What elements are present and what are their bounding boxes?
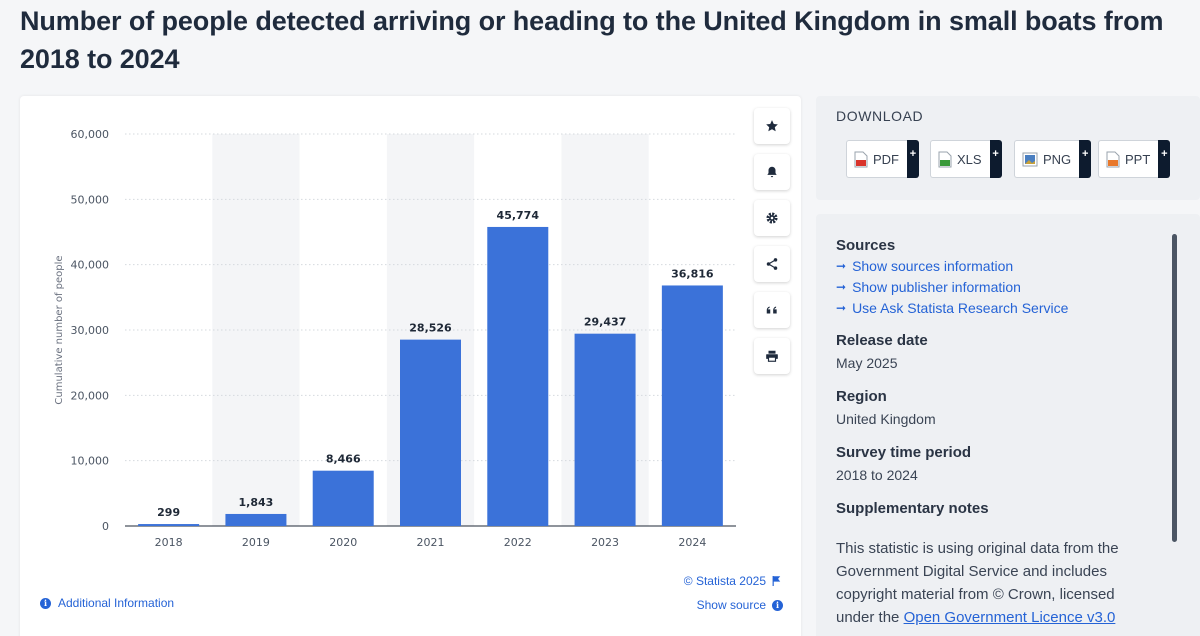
supplementary-notes-heading: Supplementary notes <box>836 500 989 517</box>
show-source-text: Show source <box>696 598 766 612</box>
data-label: 1,843 <box>239 496 274 509</box>
download-xls-label: XLS <box>957 151 982 167</box>
info-icon: i <box>40 597 51 609</box>
additional-information-text: Additional Information <box>58 596 175 610</box>
y-tick-label: 10,000 <box>71 455 110 468</box>
star-icon <box>766 120 778 132</box>
survey-period-heading: Survey time period <box>836 444 972 461</box>
data-label: 28,526 <box>409 322 452 335</box>
download-png-button[interactable]: PNG + <box>1014 140 1092 178</box>
download-ppt-label: PPT <box>1125 151 1151 167</box>
x-tick-label: 2020 <box>329 536 357 549</box>
y-axis-title: Cumulative number of people <box>54 255 65 404</box>
show-sources-text: Show sources information <box>852 258 1014 274</box>
y-tick-label: 0 <box>102 520 109 533</box>
bar-2018 <box>138 524 200 526</box>
data-label: 45,774 <box>497 209 540 222</box>
bar-2023 <box>574 333 636 526</box>
x-tick-label: 2021 <box>417 536 445 549</box>
settings-button[interactable] <box>754 200 790 236</box>
show-source-link[interactable]: Show source i <box>697 598 783 612</box>
download-pdf-button[interactable]: PDF + <box>846 140 919 178</box>
arrow-right-icon: ➞ <box>836 259 847 273</box>
data-label: 36,816 <box>671 267 714 280</box>
licence-link[interactable]: Open Government Licence v3.0 <box>903 609 1116 626</box>
share-icon <box>766 258 778 270</box>
x-tick-label: 2024 <box>678 536 706 549</box>
pdf-file-icon <box>854 151 868 167</box>
print-icon <box>766 350 778 362</box>
x-tick-label: 2018 <box>155 536 183 549</box>
bar-chart: 0 10,000 20,000 30,000 40,000 50,000 60,000 Cum… <box>54 128 736 549</box>
region-heading: Region <box>836 388 887 405</box>
survey-period-value: 2018 to 2024 <box>836 467 918 483</box>
download-pdf-label: PDF <box>873 151 899 167</box>
data-label: 8,466 <box>326 453 361 466</box>
download-xls-plus[interactable]: + <box>989 140 1002 178</box>
share-button[interactable] <box>754 246 790 282</box>
y-tick-label: 20,000 <box>71 389 110 402</box>
print-button[interactable] <box>754 338 790 374</box>
bar-2024 <box>661 285 723 526</box>
page-title: Number of people detected arriving or he… <box>20 6 1164 74</box>
x-tick-label: 2022 <box>504 536 532 549</box>
favorite-button[interactable] <box>754 108 790 144</box>
bar-2019 <box>225 513 287 526</box>
png-image-icon <box>1022 152 1038 166</box>
chart-card: 0 10,000 20,000 30,000 40,000 50,000 60,000 Cum… <box>20 96 801 636</box>
bell-icon <box>767 166 777 178</box>
statista-credit[interactable]: © Statista 2025 <box>684 574 781 588</box>
quote-icon <box>766 306 777 314</box>
data-label: 29,437 <box>584 316 626 329</box>
credit-text: © Statista 2025 <box>683 574 766 588</box>
info-scrollbar[interactable] <box>1172 234 1177 542</box>
notification-button[interactable] <box>754 154 790 190</box>
additional-information-link[interactable]: i Additional Information <box>40 596 174 610</box>
release-date-value: May 2025 <box>836 355 898 371</box>
download-xls-button[interactable]: XLS + <box>930 140 1002 178</box>
download-panel: DOWNLOAD PDF + XLS + PNG + PP <box>816 96 1200 200</box>
y-tick-label: 40,000 <box>71 259 110 272</box>
arrow-right-icon: ➞ <box>836 301 847 315</box>
download-title: DOWNLOAD <box>836 108 924 124</box>
flag-icon <box>772 576 781 586</box>
bar-2021 <box>400 339 461 526</box>
ppt-file-icon <box>1106 151 1120 167</box>
bar-2022 <box>487 226 549 526</box>
show-publisher-text: Show publisher information <box>852 279 1021 295</box>
download-ppt-button[interactable]: PPT + <box>1098 140 1171 178</box>
region-value: United Kingdom <box>836 411 936 427</box>
info-icon: i <box>772 599 783 611</box>
statistic-info-panel: Sources ➞ Show sources information ➞ Show … <box>816 214 1200 636</box>
y-tick-label: 30,000 <box>71 324 110 337</box>
download-png-plus[interactable]: + <box>1079 140 1092 178</box>
show-publisher-link[interactable]: ➞ Show publisher information <box>836 277 1156 298</box>
bar-2020 <box>312 470 374 526</box>
gear-icon <box>766 212 778 224</box>
notes-body: This statistic is using original data fr… <box>836 540 1119 626</box>
arrow-right-icon: ➞ <box>836 280 847 294</box>
download-png-label: PNG <box>1043 151 1072 167</box>
x-tick-label: 2023 <box>591 536 619 549</box>
y-tick-label: 50,000 <box>71 193 110 206</box>
xls-file-icon <box>938 151 952 167</box>
show-sources-link[interactable]: ➞ Show sources information <box>836 256 1156 277</box>
cite-button[interactable] <box>754 292 790 328</box>
y-tick-label: 60,000 <box>71 128 110 141</box>
ask-statista-link[interactable]: ➞ Use Ask Statista Research Service <box>836 298 1156 319</box>
download-pdf-plus[interactable]: + <box>907 140 919 178</box>
release-date-heading: Release date <box>836 332 928 349</box>
sources-heading: Sources <box>836 237 896 254</box>
supplementary-notes-text: This statistic is using original data fr… <box>836 537 1146 629</box>
x-tick-label: 2019 <box>242 536 270 549</box>
data-label: 299 <box>157 506 180 519</box>
ask-statista-text: Use Ask Statista Research Service <box>852 300 1069 316</box>
download-ppt-plus[interactable]: + <box>1158 140 1171 178</box>
